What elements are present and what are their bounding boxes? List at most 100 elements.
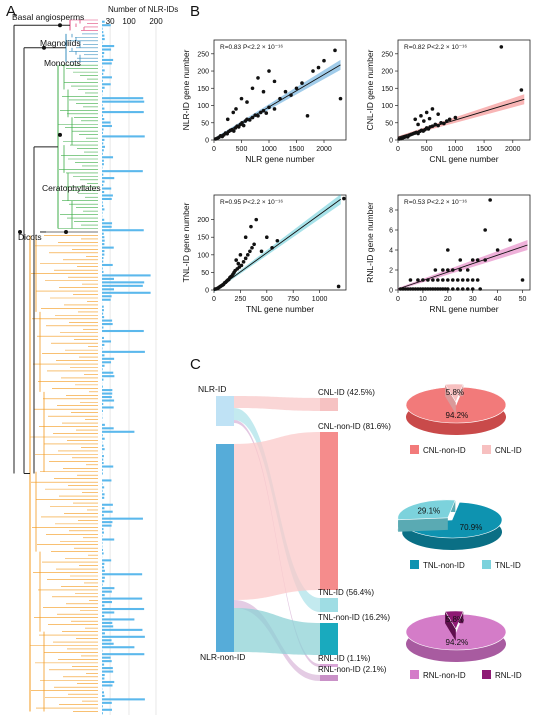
nlr-id-bar — [102, 489, 103, 492]
nlr-id-bar — [102, 121, 111, 124]
nlr-id-bar — [102, 566, 105, 569]
data-point — [322, 58, 326, 63]
nlr-id-bar — [102, 486, 105, 489]
y-tick-label: 100 — [197, 103, 209, 110]
data-point — [413, 117, 418, 122]
clade-monocots — [57, 64, 98, 229]
nlr-id-bar — [102, 253, 105, 256]
data-point — [446, 278, 450, 282]
nlr-id-bar — [102, 663, 105, 666]
data-point — [508, 238, 512, 242]
sankey-right-label: TNL-ID (56.4%) — [318, 588, 374, 597]
scatter-rnl: 0 10 20 30 40 50 0 2 4 6 8 RNL gene number RNL-ID ge… — [365, 194, 531, 314]
x-tick-label: 0 — [396, 146, 400, 153]
nlr-id-bar — [102, 48, 112, 51]
sankey-node-nlr-non-id — [216, 444, 234, 652]
nlr-id-bar — [102, 392, 113, 395]
nlr-id-bar — [102, 232, 104, 235]
nlr-id-bar — [102, 159, 104, 162]
x-tick-label: 2000 — [505, 146, 521, 153]
x-tick-label: 500 — [421, 146, 433, 153]
nlr-id-bar — [102, 496, 105, 499]
legend-swatch — [482, 670, 491, 679]
y-tick-label: 150 — [197, 235, 209, 242]
nlr-id-bar — [102, 163, 104, 166]
y-tick-label: 0 — [205, 138, 209, 145]
legend-label: CNL-ID — [495, 446, 522, 455]
clade-node-dot — [64, 229, 68, 234]
clade-label: Monocots — [44, 58, 81, 68]
y-tick-label: 0 — [205, 288, 209, 295]
data-point — [495, 248, 500, 252]
x-axis-label: TNL gene number — [246, 304, 314, 314]
nlr-id-bar — [102, 639, 112, 642]
nlr-id-bar — [102, 190, 105, 194]
nlr-id-bar — [102, 604, 105, 607]
nlr-id-bar — [102, 131, 103, 134]
y-tick-label: 200 — [381, 69, 393, 76]
nlr-id-bar — [102, 277, 114, 280]
nlr-id-bar — [102, 514, 104, 517]
pie-slice-label: 29.1% — [417, 507, 440, 516]
nlr-id-bar — [102, 590, 112, 593]
confidence-band — [398, 240, 528, 290]
sankey-right-label: RNL-non-ID (2.1%) — [318, 665, 387, 674]
nlr-id-bar — [102, 350, 145, 353]
bar-axis-title: Number of NLR-IDs — [108, 5, 178, 14]
nlr-id-bar — [102, 437, 105, 440]
data-point — [458, 258, 463, 262]
clade-dicots — [29, 235, 98, 712]
nlr-id-bar — [102, 642, 114, 645]
data-point — [264, 111, 269, 115]
nlr-id-bar — [102, 559, 112, 562]
y-tick-label: 8 — [389, 208, 393, 215]
nlr-id-bar — [102, 448, 105, 451]
data-point — [411, 287, 415, 291]
nlr-id-bar — [102, 208, 105, 211]
nlr-id-bar — [102, 444, 104, 447]
y-tick-label: 6 — [389, 228, 393, 235]
data-point — [311, 69, 315, 73]
plot-frame — [397, 194, 531, 291]
nlr-id-bar — [102, 124, 112, 128]
stat-annotation: R=0.95 P<2.2 × 10⁻¹⁶ — [220, 199, 283, 206]
pie-slice-label: 5.8% — [446, 388, 464, 397]
nlr-id-bar — [102, 364, 105, 367]
data-point — [441, 278, 445, 282]
nlr-id-bar — [102, 611, 115, 614]
clade-node-dot — [42, 45, 46, 50]
nlr-id-bar — [102, 701, 112, 704]
data-point — [243, 235, 248, 240]
nlr-id-bar — [102, 493, 105, 496]
data-point — [238, 253, 243, 257]
nlr-id-bar — [102, 705, 103, 708]
nlr-id-bar — [102, 326, 104, 329]
data-point — [225, 117, 230, 122]
data-point — [250, 245, 254, 250]
nlr-id-bar — [102, 402, 104, 406]
sankey-node-nlr-id — [216, 396, 234, 426]
data-point — [256, 76, 260, 80]
y-axis-label: CNL-ID gene number — [365, 49, 375, 130]
pie-slice — [444, 383, 464, 403]
clade-label: Ceratophyllales — [42, 183, 101, 193]
nlr-id-bar — [102, 138, 105, 141]
bar-tick-label: 30 — [106, 17, 115, 26]
nlr-id-bar — [102, 343, 105, 346]
sankey-right-label: TNL-non-ID (16.2%) — [318, 613, 390, 622]
nlr-id-bar — [102, 107, 105, 110]
nlr-id-bar — [102, 225, 112, 228]
legend-swatch — [410, 445, 419, 454]
data-point — [234, 258, 238, 262]
data-point — [433, 268, 438, 272]
nlr-id-bar — [102, 305, 104, 308]
y-tick-label: 50 — [201, 270, 209, 277]
nlr-id-bar — [102, 97, 144, 100]
nlr-id-bar — [102, 625, 114, 628]
data-point — [406, 287, 410, 291]
data-point — [401, 287, 405, 291]
plot-frame — [213, 39, 347, 141]
legend-label: TNL-non-ID — [423, 561, 465, 570]
